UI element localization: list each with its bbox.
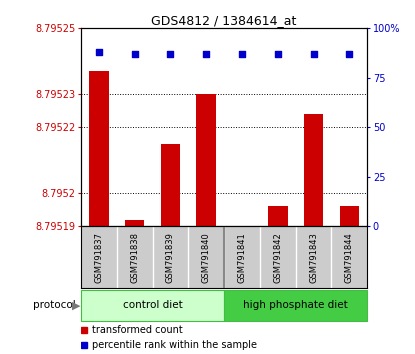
Bar xyxy=(161,144,180,226)
Point xyxy=(203,51,210,57)
Bar xyxy=(89,71,109,226)
Text: GSM791837: GSM791837 xyxy=(94,232,103,283)
Point xyxy=(274,51,281,57)
Point xyxy=(131,51,138,57)
Text: ▶: ▶ xyxy=(72,300,80,310)
Point xyxy=(239,51,245,57)
Text: GSM791839: GSM791839 xyxy=(166,232,175,282)
Bar xyxy=(125,219,144,226)
Text: control diet: control diet xyxy=(123,300,182,310)
Text: high phosphate diet: high phosphate diet xyxy=(243,300,348,310)
Bar xyxy=(81,290,224,320)
Text: protocol: protocol xyxy=(33,300,76,310)
Text: GSM791838: GSM791838 xyxy=(130,232,139,283)
Bar xyxy=(232,226,252,233)
Bar xyxy=(224,290,367,320)
Text: GSM791844: GSM791844 xyxy=(345,232,354,282)
Bar xyxy=(268,206,288,226)
Text: transformed count: transformed count xyxy=(93,325,183,335)
Bar xyxy=(196,94,216,226)
Text: GSM791843: GSM791843 xyxy=(309,232,318,282)
Text: GSM791840: GSM791840 xyxy=(202,232,211,282)
Title: GDS4812 / 1384614_at: GDS4812 / 1384614_at xyxy=(151,14,297,27)
Bar xyxy=(304,114,323,226)
Bar xyxy=(339,206,359,226)
Point xyxy=(95,49,102,55)
Text: GSM791842: GSM791842 xyxy=(273,232,282,282)
Text: percentile rank within the sample: percentile rank within the sample xyxy=(93,341,257,350)
Text: GSM791841: GSM791841 xyxy=(237,232,247,282)
Point xyxy=(167,51,174,57)
Point xyxy=(346,51,353,57)
Point xyxy=(310,51,317,57)
